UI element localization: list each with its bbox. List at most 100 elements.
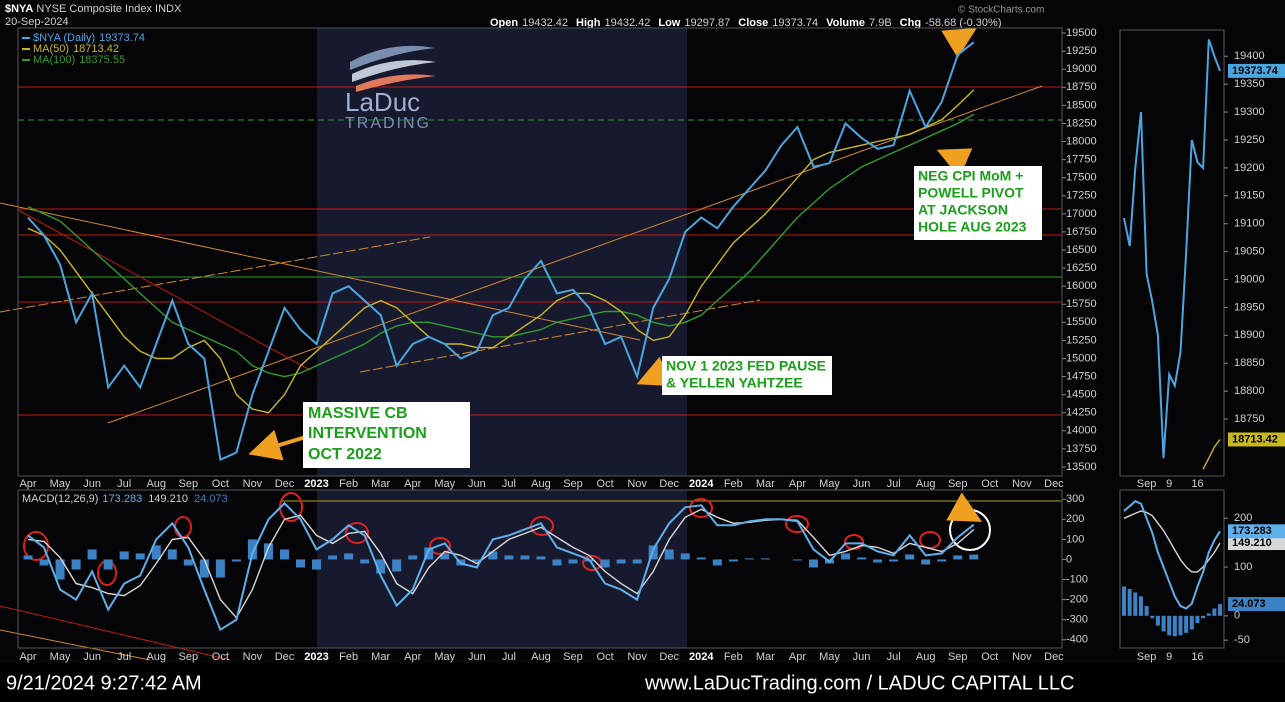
y-tick-label: 18800 <box>1234 385 1265 397</box>
x-tick-label: Aug <box>916 651 936 663</box>
end-label: 173.283 <box>1232 525 1272 537</box>
x-tick-label: 9 <box>1166 651 1172 663</box>
y-tick-label: 100 <box>1066 533 1084 545</box>
y-tick-label: 14500 <box>1066 389 1097 401</box>
x-tick-label: 2023 <box>304 651 328 663</box>
circle-marker <box>345 522 369 544</box>
x-tick-label: Aug <box>146 478 166 490</box>
x-tick-label: Aug <box>916 478 936 490</box>
date: 20-Sep-2024 <box>5 16 69 28</box>
x-tick-label: Feb <box>724 651 743 663</box>
histogram-bar <box>760 558 770 560</box>
histogram-bar <box>263 543 273 560</box>
x-tick-label: Jun <box>468 478 486 490</box>
quote-row: Open 19432.42 High 19432.42 Low 19297.87 Close… <box>490 17 1002 29</box>
annotation-box <box>914 166 1042 240</box>
histogram-bar <box>39 559 49 566</box>
x-tick-label: Oct <box>212 651 229 663</box>
x-tick-label: Sep <box>1137 478 1157 490</box>
legend-name: MA(100) <box>33 54 75 66</box>
histogram-bar <box>1155 615 1160 626</box>
histogram-bar <box>392 559 402 572</box>
y-tick-label: 13500 <box>1066 461 1097 473</box>
footer-credit: www.LaDucTrading.com / LADUC CAPITAL LLC <box>644 672 1074 694</box>
legend-name: MA(50) <box>33 43 69 55</box>
x-tick-label: Jul <box>887 651 901 663</box>
logo-name: LaDuc <box>345 87 420 117</box>
annotation-text: OCT 2022 <box>308 446 382 463</box>
x-tick-label: Dec <box>275 651 295 663</box>
histogram-bar <box>520 555 530 560</box>
annotation-text: NOV 1 2023 FED PAUSE <box>666 358 826 374</box>
x-tick-label: Jul <box>887 478 901 490</box>
histogram-bar <box>664 549 674 560</box>
y-tick-label: 19500 <box>1066 27 1097 39</box>
legend-value: 173.283 <box>102 493 142 505</box>
y-tick-label: 18850 <box>1234 357 1265 369</box>
symbol: $NYA <box>5 3 33 15</box>
title: $NYA NYSE Composite Index INDX <box>5 3 182 15</box>
y-tick-label: -100 <box>1066 573 1088 585</box>
y-tick-label: -300 <box>1066 614 1088 626</box>
histogram-bar <box>1133 592 1138 616</box>
y-tick-label: 16250 <box>1066 262 1097 274</box>
histogram-bar <box>857 557 867 560</box>
x-tick-label: 2024 <box>689 651 714 663</box>
annotation: NEG CPI MoM + POWELL PIVOT AT JACKSON HO… <box>914 166 1042 240</box>
histogram-bar <box>712 559 722 566</box>
panel-title: MACD(12,26,9) <box>22 493 98 505</box>
histogram-bar <box>424 547 434 560</box>
series-line <box>1123 39 1221 459</box>
y-tick-label: 18950 <box>1234 301 1265 313</box>
x-tick-label: Oct <box>981 478 998 490</box>
legend-entry: MA(100) 18375.55 <box>33 54 125 66</box>
x-tick-label: Sep <box>948 651 968 663</box>
y-tick-label: 15500 <box>1066 316 1097 328</box>
logo-wave <box>350 45 435 70</box>
y-tick-label: 19050 <box>1234 246 1265 258</box>
y-tick-label: 15250 <box>1066 334 1097 346</box>
histogram-bar <box>135 553 145 560</box>
arrow <box>636 356 673 387</box>
y-tick-label: 19250 <box>1066 45 1097 57</box>
histogram-bar <box>841 553 851 560</box>
panel <box>17 489 1063 649</box>
histogram-bar <box>889 559 899 562</box>
annotation-box <box>662 356 832 395</box>
arrow <box>936 148 973 178</box>
y-tick-label: 14250 <box>1066 407 1097 419</box>
x-tick-label: May <box>434 651 455 663</box>
x-tick-label: May <box>50 478 71 490</box>
histogram-bar <box>1150 615 1155 619</box>
legend-value: 18375.55 <box>79 54 125 66</box>
x-tick-label: Dec <box>1044 478 1064 490</box>
quote-label: Low <box>658 17 680 29</box>
x-tick-label: Feb <box>339 478 358 490</box>
annotation-text: & YELLEN YAHTZEE <box>666 375 803 391</box>
x-tick-label: Nov <box>243 651 263 663</box>
histogram-bar <box>183 559 193 566</box>
y-tick-label: 0 <box>1066 553 1072 565</box>
panel-legend: MACD(12,26,9) 173.283 149.210 24.073 <box>22 493 228 505</box>
x-tick-label: Jul <box>117 478 131 490</box>
histogram-bar <box>808 559 818 568</box>
footer-bar <box>0 663 1285 702</box>
y-tick-label: 18000 <box>1066 135 1097 147</box>
histogram-bar <box>696 557 706 560</box>
annotation-text: INTERVENTION <box>308 425 427 442</box>
end-label-box <box>1228 536 1285 551</box>
x-tick-label: Mar <box>371 478 390 490</box>
histogram-bar <box>71 559 81 570</box>
y-tick-label: -200 <box>1066 594 1088 606</box>
quote-value: 19297.87 <box>684 17 730 29</box>
x-tick-label: 9 <box>1166 478 1172 490</box>
x-tick-label: Nov <box>627 478 647 490</box>
x-tick-label: Sep <box>563 478 583 490</box>
histogram-bar <box>408 555 418 560</box>
series-line <box>27 41 975 462</box>
x-tick-label: Jul <box>117 651 131 663</box>
charts: 13500 13750 14000 14250 14500 14750 15000 15250… <box>17 27 1285 663</box>
x-tick-label: Nov <box>1012 651 1032 663</box>
histogram-bar <box>488 551 498 560</box>
